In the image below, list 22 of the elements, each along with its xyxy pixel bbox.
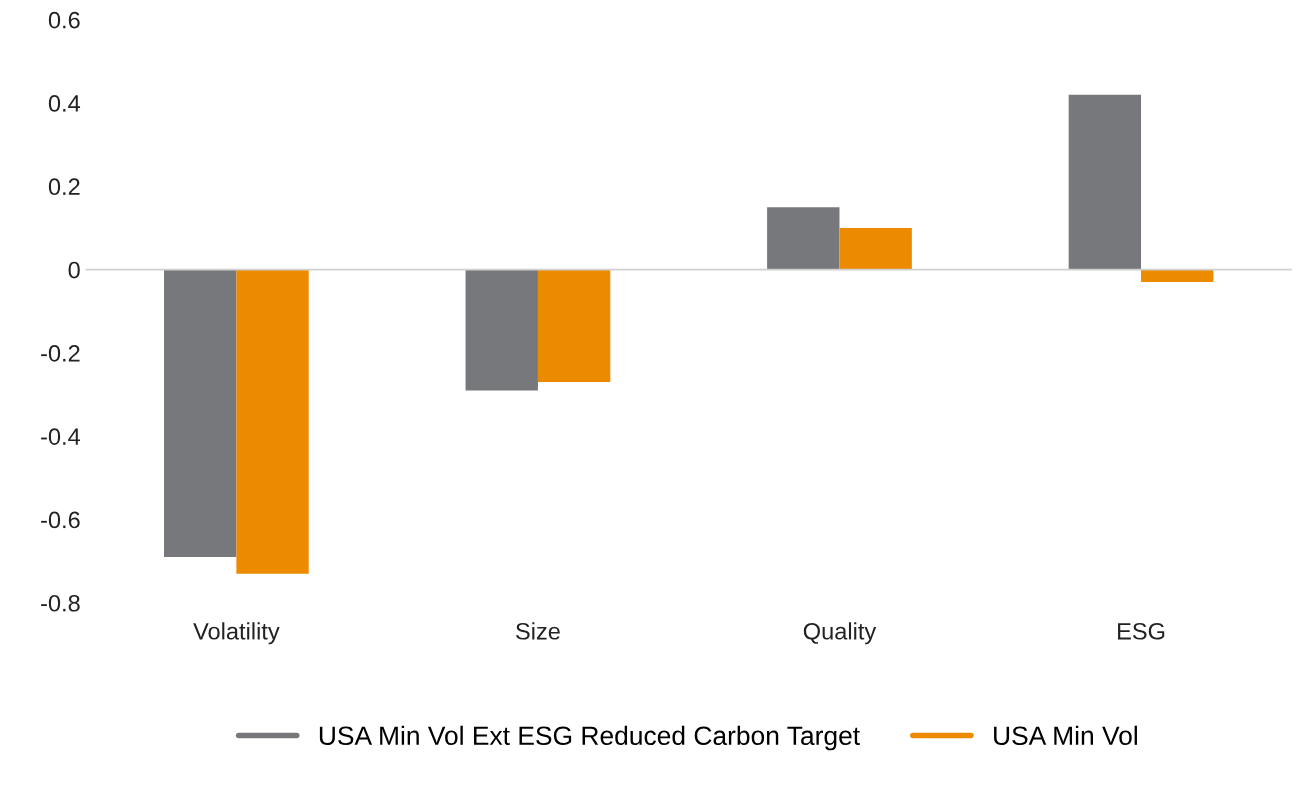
x-tick-label: Quality: [803, 622, 877, 645]
bar: [236, 269, 309, 574]
y-tick-label: 0.2: [48, 178, 80, 196]
bar: [1141, 269, 1214, 283]
bar: [465, 269, 538, 391]
bar: [164, 269, 237, 557]
legend-label: USA Min Vol: [994, 725, 1137, 746]
y-tick-label: 0.6: [48, 11, 80, 29]
y-tick-label: 0.4: [48, 95, 81, 112]
x-tick-label: Volatility: [193, 622, 280, 645]
y-tick-label: -0.4: [41, 428, 81, 445]
y-tick-label: -0.6: [41, 511, 80, 529]
x-tick-label: Size: [516, 622, 560, 640]
y-tick-label: 0: [68, 261, 80, 279]
bar: [537, 269, 611, 383]
y-tick-label: -0.8: [41, 594, 80, 612]
bar: [839, 227, 912, 270]
y-tick-label: -0.2: [41, 344, 80, 362]
x-tick-label: ESG: [1118, 622, 1165, 640]
bar: [767, 207, 840, 270]
legend-label: USA Min Vol Ext ESG Reduced Carbon Target: [319, 725, 860, 751]
bar: [1068, 94, 1142, 270]
